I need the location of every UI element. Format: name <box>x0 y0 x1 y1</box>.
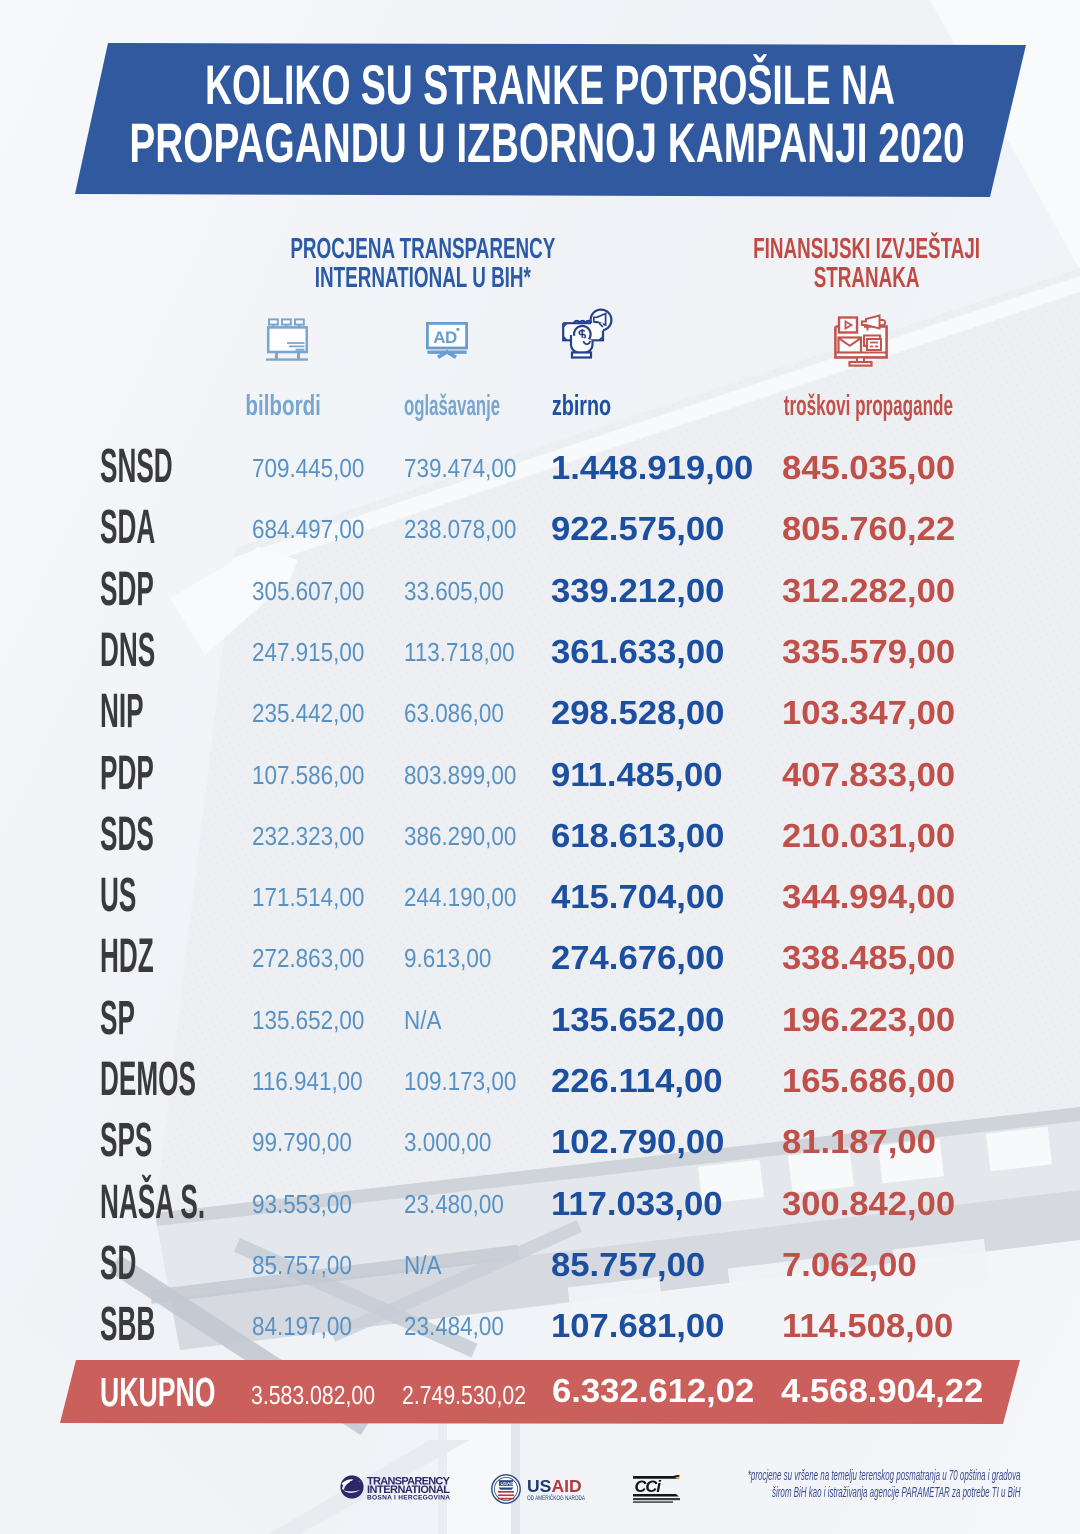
svg-text:CCi: CCi <box>635 1478 662 1496</box>
svg-text:AID: AID <box>552 1476 582 1496</box>
svg-text:TRANSPARENCY: TRANSPARENCY <box>367 1475 451 1487</box>
svg-text:AD: AD <box>433 328 457 347</box>
svg-text:US: US <box>527 1476 551 1496</box>
svg-text:OD AMERIČKOG NARODA: OD AMERIČKOG NARODA <box>527 1493 586 1502</box>
svg-text:INTERNATIONAL: INTERNATIONAL <box>367 1484 450 1496</box>
svg-text:BOSNA I HERCEGOVINA: BOSNA I HERCEGOVINA <box>367 1495 450 1502</box>
svg-text:USAID: USAID <box>501 1481 516 1486</box>
